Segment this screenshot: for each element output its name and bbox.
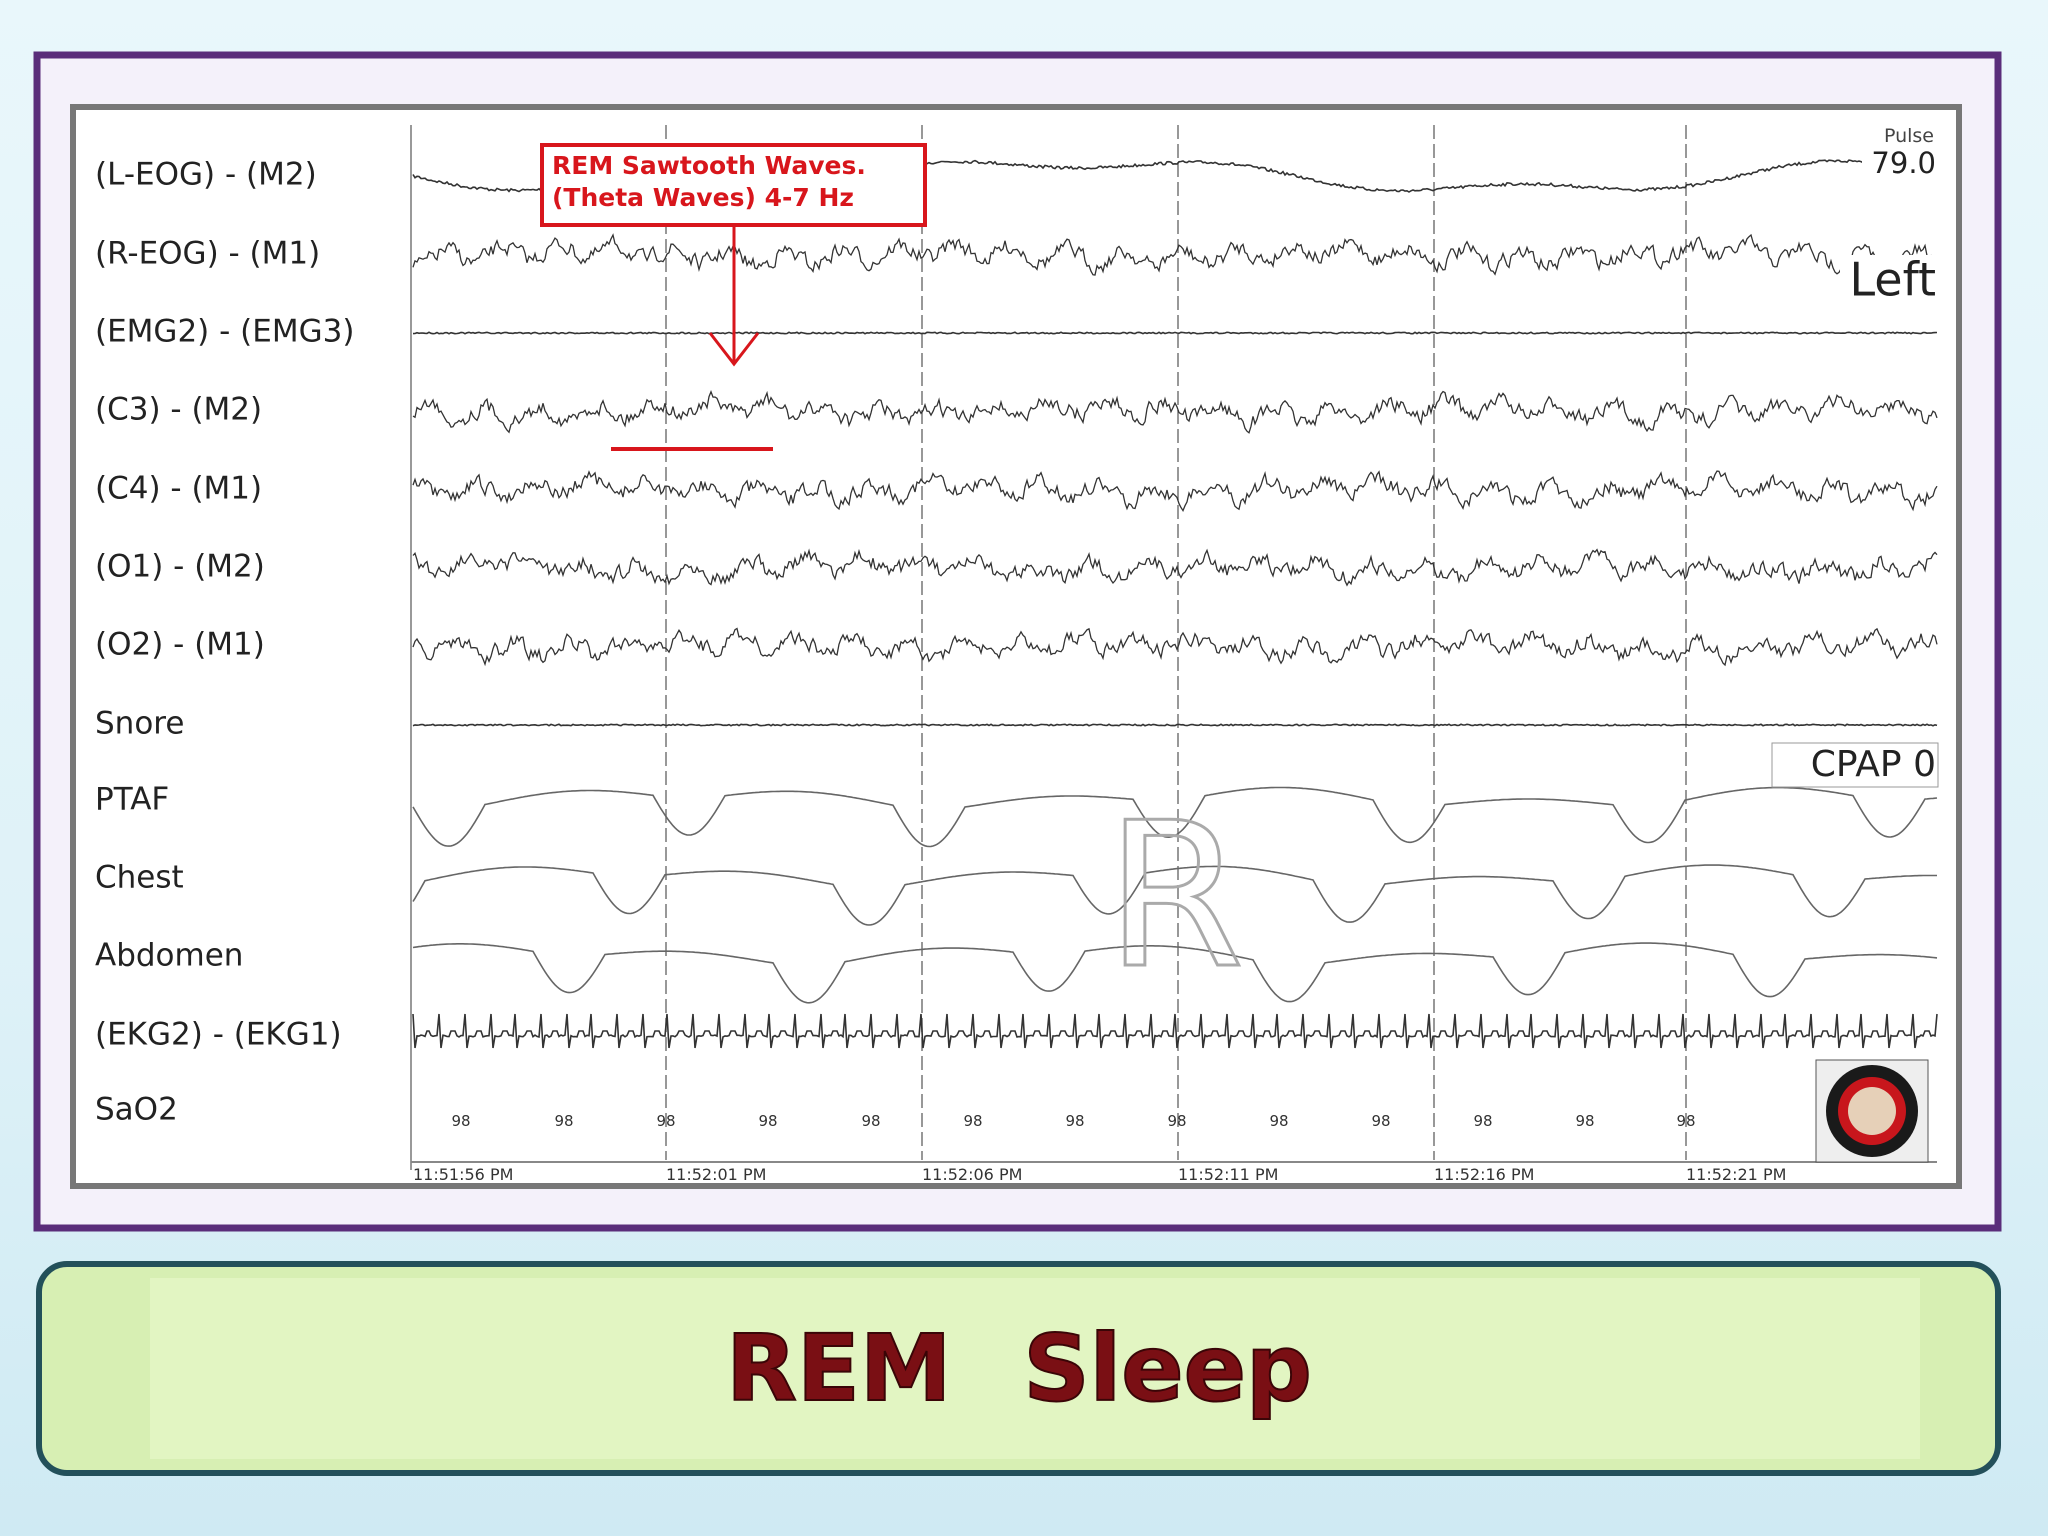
waveform	[412, 627, 1938, 667]
time-label: 11:51:56 PM	[413, 1165, 513, 1184]
annotation-line: (Theta Waves) 4-7 Hz	[552, 183, 854, 212]
sao2-value: 98	[554, 1112, 573, 1130]
arrow-head	[708, 332, 760, 367]
slide-title: REM Sleep	[726, 1315, 1312, 1422]
sao2-value: 98	[758, 1112, 777, 1130]
time-label: 11:52:06 PM	[922, 1165, 1022, 1184]
channel-label: PTAF	[95, 782, 169, 818]
channel-label: (EMG2) - (EMG3)	[95, 314, 354, 350]
position-box	[1840, 255, 1938, 307]
sao2-value: 98	[1167, 1112, 1186, 1130]
banner-inner	[150, 1278, 1920, 1459]
cpap-box	[1771, 742, 1939, 788]
channel-label: (R-EOG) - (M1)	[95, 236, 320, 272]
waveform	[412, 548, 1938, 587]
cpap-label: CPAP 0	[1811, 744, 1936, 785]
waveform	[412, 331, 1938, 335]
time-label: 11:52:01 PM	[666, 1165, 766, 1184]
position-label: Left	[1849, 253, 1936, 307]
sao2-value: 98	[1473, 1112, 1492, 1130]
channel-label: Abdomen	[95, 938, 243, 974]
annotation-line: REM Sawtooth Waves.	[552, 151, 866, 180]
psg-panel	[70, 104, 1962, 1189]
waveform	[412, 786, 1938, 848]
channel-label: (EKG2) - (EKG1)	[95, 1017, 342, 1053]
sao2-value: 98	[451, 1112, 470, 1130]
sao2-value: 98	[1065, 1112, 1084, 1130]
sao2-value: 98	[656, 1112, 675, 1130]
time-label: 11:52:16 PM	[1434, 1165, 1534, 1184]
pulse-value: 79.0	[1871, 146, 1936, 180]
sao2-value: 98	[1676, 1112, 1695, 1130]
sao2-value: 98	[861, 1112, 880, 1130]
waveform	[412, 723, 1938, 727]
traces: (L-EOG) - (M2) (R-EOG) - (M1) (EMG2) - (EM…	[95, 125, 1938, 1184]
pulse-label: Pulse	[1884, 125, 1934, 147]
sao2-value: 98	[963, 1112, 982, 1130]
sao2-value: 98	[1575, 1112, 1594, 1130]
channel-label: SaO2	[95, 1092, 178, 1128]
sao2-value: 98	[1371, 1112, 1390, 1130]
waveform	[412, 233, 1938, 278]
stage-watermark: R	[1106, 780, 1245, 1013]
waveform	[412, 864, 1937, 926]
time-label: 11:52:11 PM	[1178, 1165, 1278, 1184]
channel-label: Snore	[95, 706, 184, 742]
channel-label: (C4) - (M1)	[95, 471, 262, 507]
channel-label: (O2) - (M1)	[95, 627, 265, 663]
waveform	[412, 1013, 1938, 1049]
waveform	[412, 390, 1938, 434]
channel-label: Chest	[95, 860, 184, 896]
waveform	[412, 942, 1938, 1004]
waveform	[412, 470, 1938, 513]
pulse-box	[1862, 124, 1938, 192]
channel-label: (L-EOG) - (M2)	[95, 157, 317, 193]
time-label: 11:52:21 PM	[1686, 1165, 1786, 1184]
sao2-value: 98	[1269, 1112, 1288, 1130]
channel-label: (O1) - (M2)	[95, 549, 265, 585]
channel-label: (C3) - (M2)	[95, 392, 262, 428]
logo	[1815, 1059, 1929, 1163]
